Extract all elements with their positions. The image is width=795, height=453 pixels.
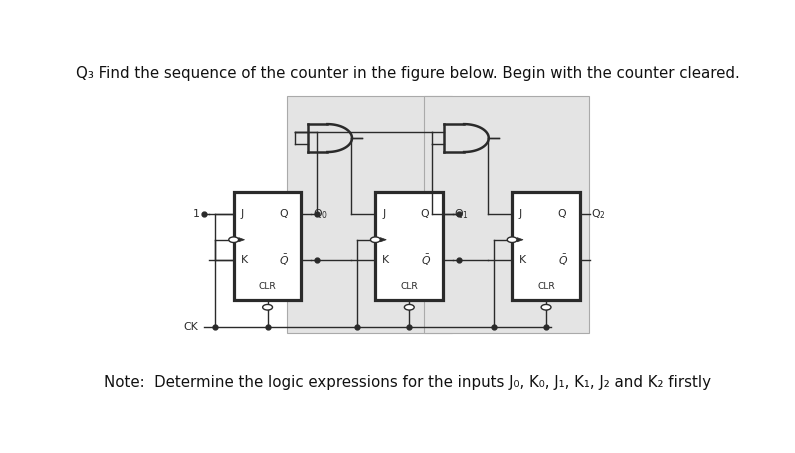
Text: 1: 1	[192, 209, 200, 219]
Text: K: K	[240, 255, 247, 265]
Text: $\bar{Q}$: $\bar{Q}$	[557, 253, 568, 268]
Text: Q$_2$: Q$_2$	[591, 207, 606, 221]
Circle shape	[370, 237, 380, 242]
Polygon shape	[517, 238, 523, 242]
Bar	[234, 192, 301, 300]
Text: Q: Q	[557, 209, 566, 219]
Bar	[287, 96, 452, 333]
Circle shape	[262, 304, 273, 310]
Circle shape	[405, 304, 414, 310]
Polygon shape	[380, 238, 386, 242]
Text: J: J	[382, 209, 386, 219]
Circle shape	[229, 237, 238, 242]
Bar	[375, 192, 443, 300]
Polygon shape	[238, 238, 245, 242]
Text: J: J	[240, 209, 244, 219]
Text: Q$_0$: Q$_0$	[312, 207, 328, 221]
Text: Q: Q	[421, 209, 429, 219]
Text: $\bar{Q}$: $\bar{Q}$	[421, 253, 431, 268]
Text: CLR: CLR	[401, 282, 418, 291]
Text: J: J	[519, 209, 522, 219]
Text: K: K	[519, 255, 526, 265]
Text: K: K	[382, 255, 390, 265]
Text: Q₃ Find the sequence of the counter in the figure below. Begin with the counter : Q₃ Find the sequence of the counter in t…	[76, 66, 739, 81]
Text: CK: CK	[183, 322, 198, 332]
Text: CLR: CLR	[537, 282, 555, 291]
Bar	[424, 96, 589, 333]
Text: CLR: CLR	[258, 282, 277, 291]
Text: Note:  Determine the logic expressions for the inputs J₀, K₀, J₁, K₁, J₂ and K₂ : Note: Determine the logic expressions fo…	[104, 375, 711, 390]
Text: Q: Q	[279, 209, 288, 219]
Bar	[512, 192, 580, 300]
Circle shape	[507, 237, 517, 242]
Circle shape	[541, 304, 551, 310]
Text: Q$_1$: Q$_1$	[454, 207, 469, 221]
Text: $\bar{Q}$: $\bar{Q}$	[279, 253, 289, 268]
